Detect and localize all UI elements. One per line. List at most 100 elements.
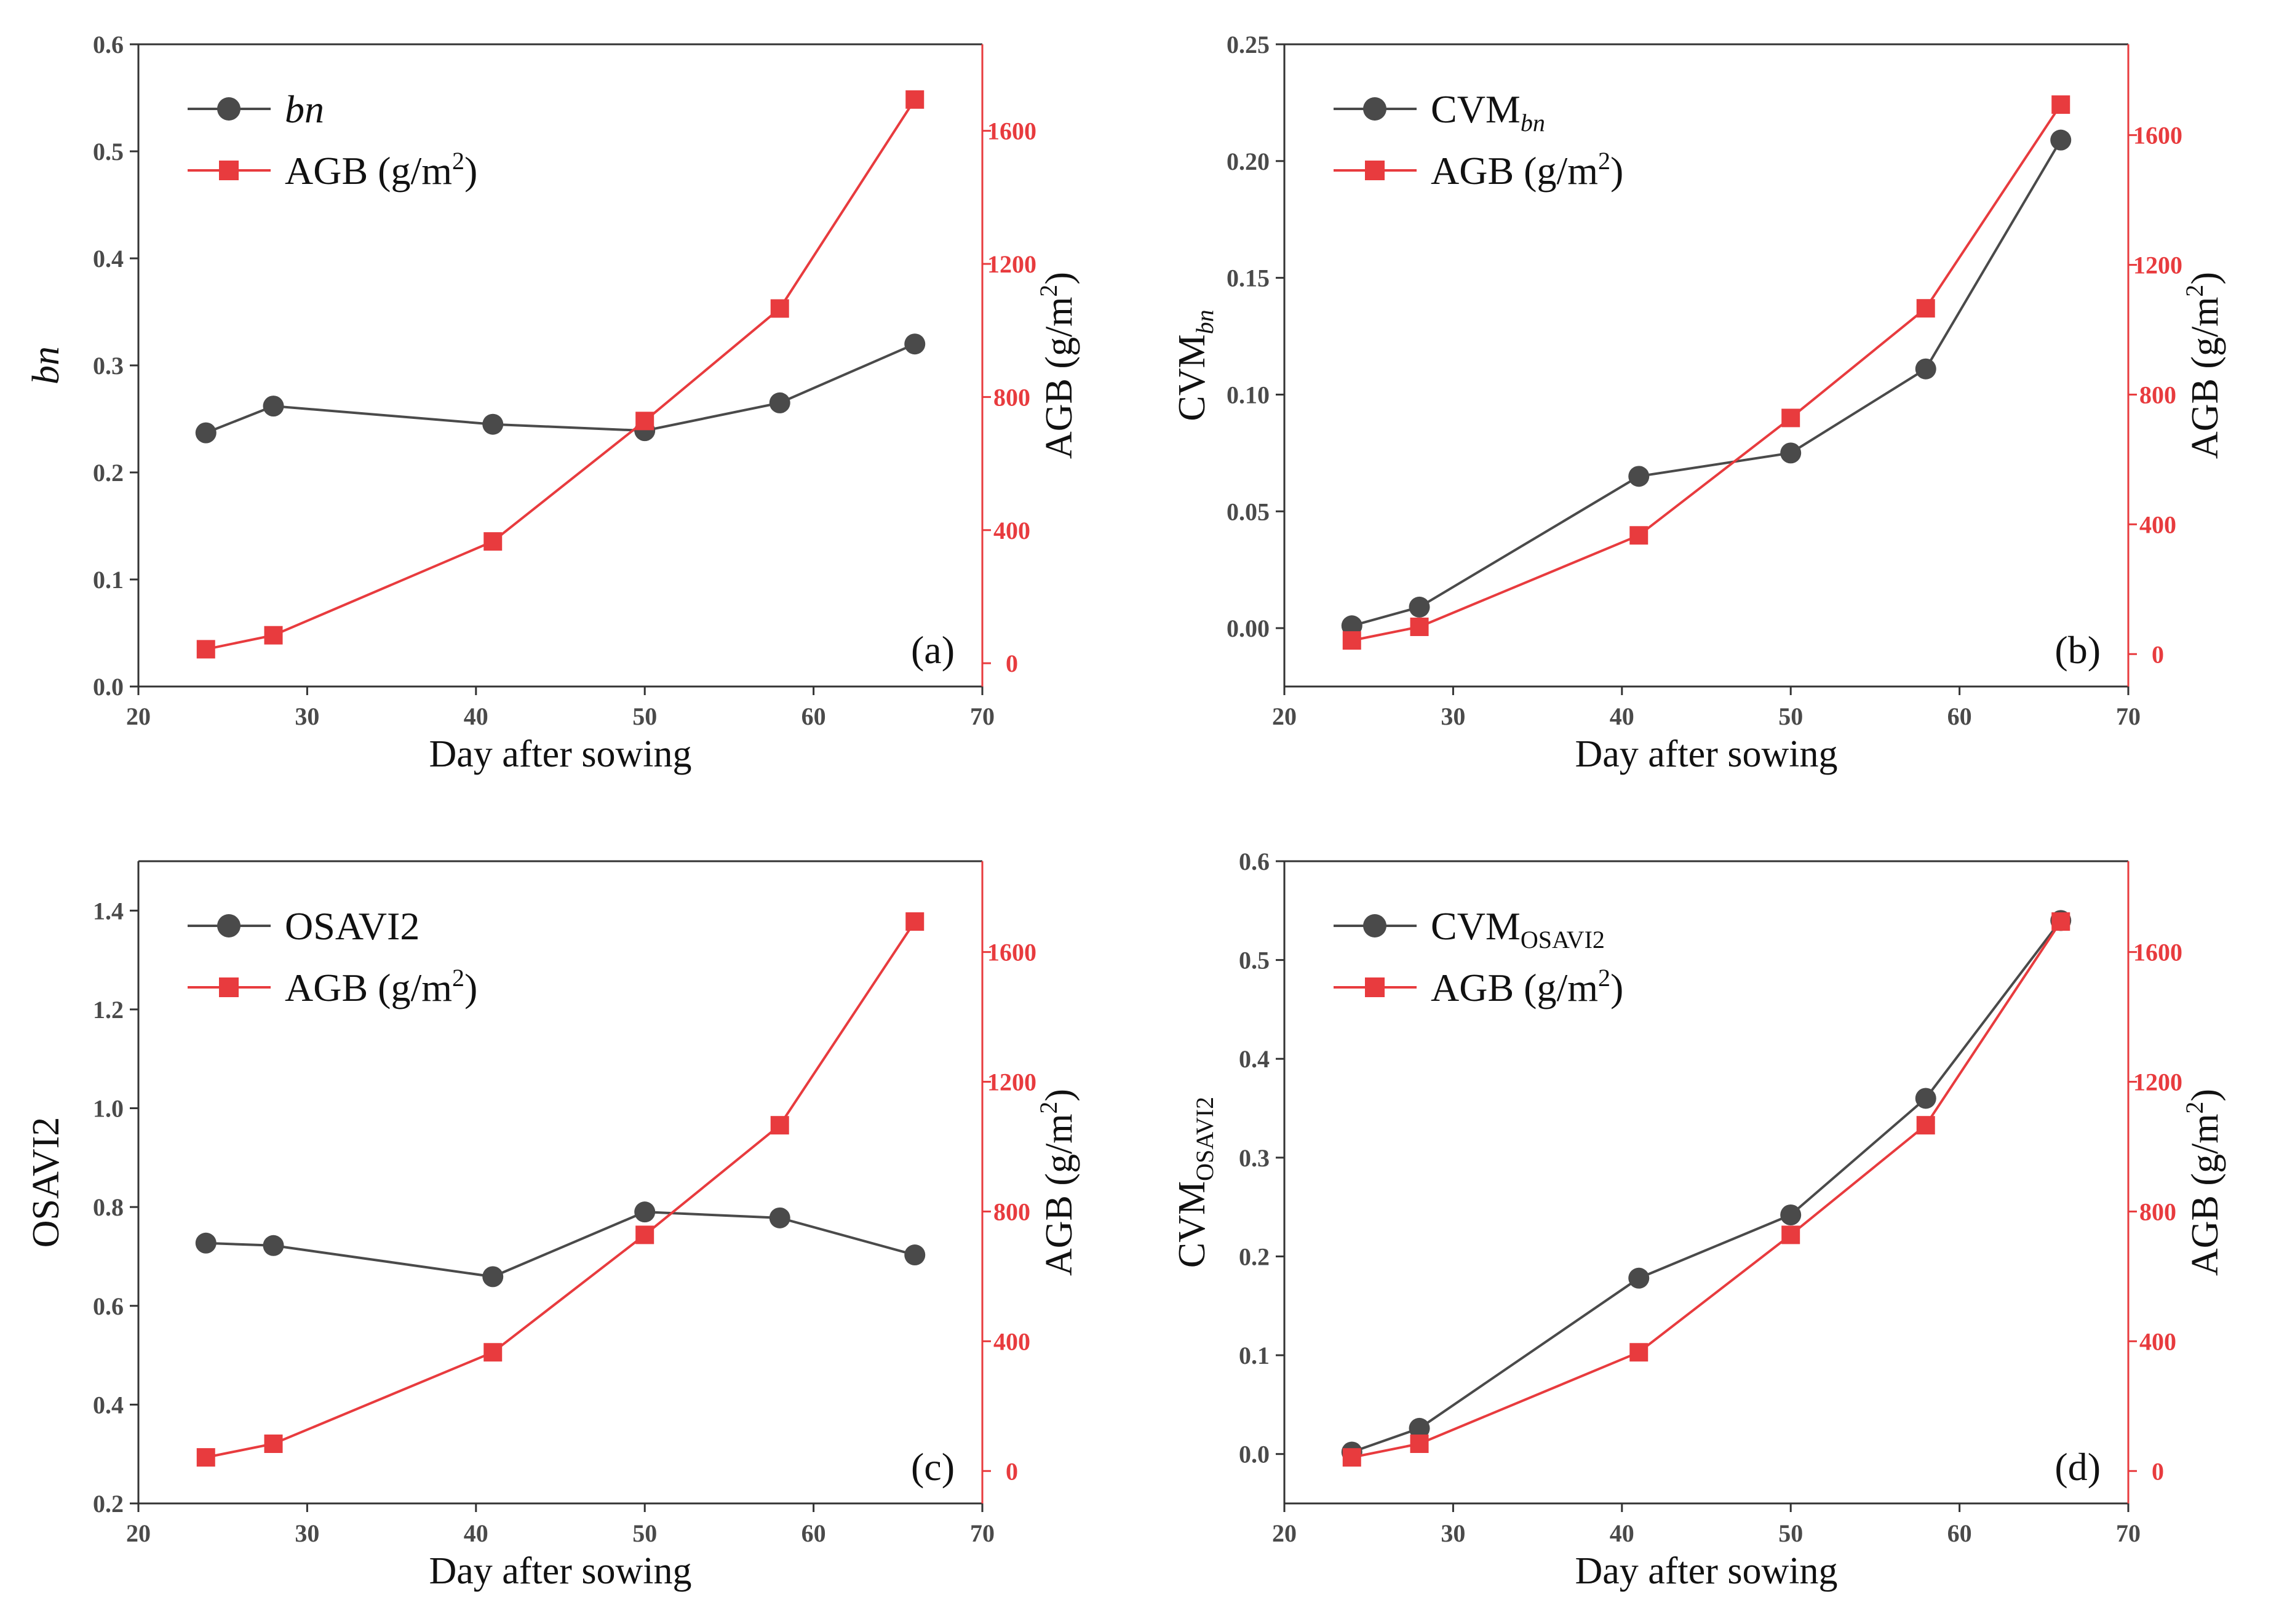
y-left-tick-label: 0.4 (93, 245, 124, 273)
legend-label: CVMOSAVI2 (1431, 904, 1605, 953)
agb-point (1342, 631, 1361, 650)
index-point (1628, 1267, 1650, 1289)
index-point (634, 1201, 656, 1223)
y-left-tick-label: 0.05 (1227, 498, 1270, 525)
index-point (195, 422, 217, 444)
x-tick-label: 20 (126, 703, 151, 730)
agb-point (196, 1448, 215, 1467)
legend: CVMbn AGB (g/m2) (1334, 87, 1623, 193)
index-point (263, 1235, 284, 1256)
x-axis-label: Day after sowing (429, 1550, 692, 1592)
index-point (769, 392, 790, 413)
x-tick-label: 50 (632, 1519, 657, 1547)
x-axis-label: Day after sowing (1575, 1550, 1838, 1592)
x-tick-label: 70 (970, 703, 995, 730)
y-right-tick-label: 0 (2152, 640, 2164, 668)
y-left-tick-label: 0.20 (1227, 148, 1270, 175)
index-point (1780, 1204, 1802, 1226)
agb-point (196, 640, 215, 659)
agb-point (483, 532, 503, 551)
y-right-tick-label: 1200 (987, 250, 1036, 278)
index-point (769, 1207, 790, 1228)
x-tick-label: 60 (801, 703, 826, 730)
series-line-agb (205, 98, 916, 651)
y-left-tick-label: 0.2 (93, 459, 124, 487)
y-left-tick-label: 0.0 (1239, 1441, 1270, 1468)
y-right-tick-label: 800 (993, 1198, 1030, 1225)
index-point (2050, 129, 2072, 151)
x-tick-label: 60 (1947, 703, 1972, 730)
y-right-tick-label: 800 (2139, 1198, 2176, 1225)
x-tick-label: 50 (632, 703, 657, 730)
legend-label: bn (285, 87, 324, 131)
agb-point (264, 1434, 283, 1453)
panel-a: 20 30 40 50 60 70 0.0 0.1 0.2 0.3 0.4 0.5 0.6 0 400 800… (25, 31, 1080, 775)
agb-point (1781, 408, 1800, 428)
x-axis-label: Day after sowing (429, 733, 692, 775)
y-right-tick-label: 400 (2139, 511, 2176, 538)
x-tick-label: 20 (126, 1519, 151, 1547)
agb-point (635, 412, 654, 431)
legend-square-marker (219, 977, 239, 997)
agb-point (1629, 1343, 1649, 1362)
y-left-tick-label: 0.3 (93, 352, 124, 380)
x-tick-label: 30 (1441, 703, 1465, 730)
y-right-tick-label: 800 (2139, 381, 2176, 408)
series-line-index (205, 1211, 915, 1278)
panel-b: 20 30 40 50 60 70 0.00 0.05 0.10 0.15 0.20 0.25 0 400… (1171, 31, 2226, 775)
y-left-tick-label: 0.6 (93, 31, 124, 58)
legend: OSAVI2 AGB (g/m2) (188, 904, 477, 1009)
index-point (1915, 1088, 1936, 1109)
y-right-tick-label: 1600 (2133, 939, 2182, 966)
y-left-tick-label: 0.5 (93, 138, 124, 165)
y-left-tick-label: 0.4 (1239, 1045, 1270, 1073)
y-right-tick-label: 1200 (987, 1069, 1036, 1096)
y-right-axis-label: AGB (g/m2) (2181, 272, 2226, 459)
legend-circle-marker (217, 914, 241, 937)
y-left-tick-label: 0.2 (93, 1490, 124, 1518)
agb-point (905, 90, 925, 109)
index-point (1628, 466, 1650, 487)
y-right-tick-label: 400 (993, 1327, 1030, 1355)
legend-label: CVMbn (1431, 87, 1545, 137)
legend-label: AGB (g/m2) (285, 147, 477, 193)
index-point (482, 413, 504, 435)
y-left-tick-label: 0.4 (93, 1391, 124, 1419)
legend-square-marker (219, 161, 239, 180)
y-left-tick-label: 1.2 (93, 996, 124, 1024)
agb-point (2051, 95, 2070, 114)
y-left-tick-label: 0.5 (1239, 947, 1270, 974)
x-tick-label: 40 (1610, 1519, 1634, 1547)
x-tick-label: 50 (1778, 703, 1803, 730)
y-right-tick-label: 1200 (2133, 1069, 2182, 1096)
legend: bn AGB (g/m2) (188, 87, 477, 193)
y-left-tick-label: 1.0 (93, 1095, 124, 1123)
legend: CVMOSAVI2 AGB (g/m2) (1334, 904, 1623, 1009)
index-point (1341, 615, 1362, 637)
panel-label: (c) (911, 1445, 955, 1489)
y-left-tick-label: 0.10 (1227, 381, 1270, 408)
index-point (904, 333, 926, 355)
y-left-tick-label: 0.00 (1227, 615, 1270, 642)
legend-circle-marker (217, 97, 241, 121)
y-right-axis-label: AGB (g/m2) (1035, 272, 1080, 459)
x-tick-label: 50 (1778, 1519, 1803, 1547)
index-point (904, 1244, 926, 1266)
index-point (482, 1266, 504, 1288)
agb-point (264, 626, 283, 645)
y-left-tick-label: 0.0 (93, 673, 124, 701)
series-line-index (1351, 920, 2062, 1454)
y-left-axis-label: OSAVI2 (25, 1117, 67, 1248)
x-tick-label: 20 (1272, 703, 1297, 730)
y-left-tick-label: 0.15 (1227, 265, 1270, 292)
legend-label: AGB (g/m2) (1431, 147, 1623, 193)
y-right-axis-label: AGB (g/m2) (1035, 1089, 1080, 1276)
y-left-tick-label: 0.1 (1239, 1342, 1270, 1369)
agb-point (905, 912, 925, 931)
y-left-tick-label: 0.1 (93, 566, 124, 594)
x-tick-label: 60 (1947, 1519, 1972, 1547)
series-line-index (1351, 139, 2062, 627)
agb-point (1916, 299, 1935, 318)
x-tick-label: 40 (464, 703, 488, 730)
